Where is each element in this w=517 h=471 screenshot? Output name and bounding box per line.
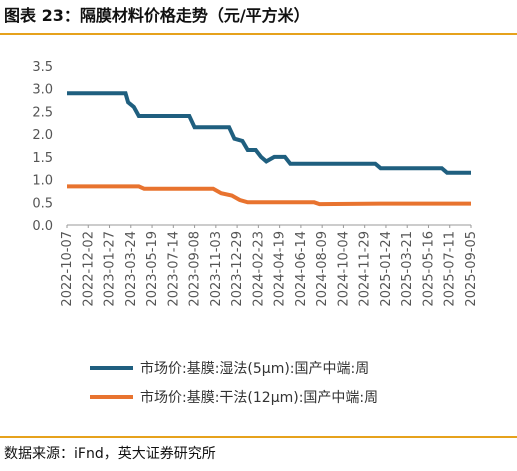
y-tick-label: 3.5 — [32, 60, 53, 75]
x-tick-label: 2023-03-24 — [124, 231, 139, 307]
x-tick-label: 2025-03-21 — [400, 231, 415, 307]
x-tick-label: 2023-12-29 — [230, 231, 245, 307]
x-tick-label: 2023-09-08 — [188, 231, 203, 307]
x-tick-label: 2024-11-29 — [358, 231, 373, 307]
legend-label-dry: 市场价:基膜:干法(12μm):国产中端:周 — [140, 389, 378, 406]
y-tick-label: 1.5 — [32, 151, 53, 166]
x-tick-label: 2022-12-02 — [81, 231, 96, 307]
x-tick-label: 2025-05-16 — [421, 231, 436, 307]
chart-title: 图表 23：隔膜材料价格走势（元/平方米） — [4, 6, 310, 25]
y-tick-label: 0.5 — [32, 196, 53, 211]
price-line-chart: 0.0 0.5 1.0 1.5 2.0 2.5 3.0 3.5 2022-10-07 2022-1… — [32, 60, 479, 406]
y-tick-label: 2.5 — [32, 105, 53, 120]
x-tick-label: 2023-07-14 — [166, 231, 181, 307]
x-tick-label: 2024-02-23 — [251, 231, 266, 307]
x-tick-label: 2024-04-19 — [273, 231, 288, 307]
x-tick-label: 2025-07-11 — [443, 231, 458, 307]
y-tick-label: 0.0 — [32, 219, 53, 234]
x-tick-label: 2023-05-19 — [145, 231, 160, 307]
title-divider — [0, 33, 517, 35]
x-tick-label: 2025-09-05 — [464, 231, 479, 307]
source-divider — [0, 436, 517, 438]
x-tick-label: 2023-01-27 — [103, 231, 118, 307]
x-tick-label: 2023-11-03 — [209, 231, 224, 307]
data-source: 数据来源：iFnd，英大证券研究所 — [4, 446, 216, 462]
x-tick-label: 2024-10-04 — [336, 231, 351, 307]
dry-process-series-line — [67, 184, 471, 207]
legend-label-wet: 市场价:基膜:湿法(5μm):国产中端:周 — [140, 360, 369, 377]
x-tick-label: 2022-10-07 — [60, 231, 75, 307]
y-tick-label: 1.0 — [32, 174, 53, 189]
x-tick-label: 2024-06-14 — [294, 231, 309, 307]
y-tick-label: 3.0 — [32, 83, 53, 98]
wet-process-series-line — [67, 91, 471, 175]
x-tick-label: 2025-01-24 — [379, 231, 394, 307]
y-tick-label: 2.0 — [32, 128, 53, 143]
x-tick-label: 2024-08-09 — [315, 231, 330, 307]
